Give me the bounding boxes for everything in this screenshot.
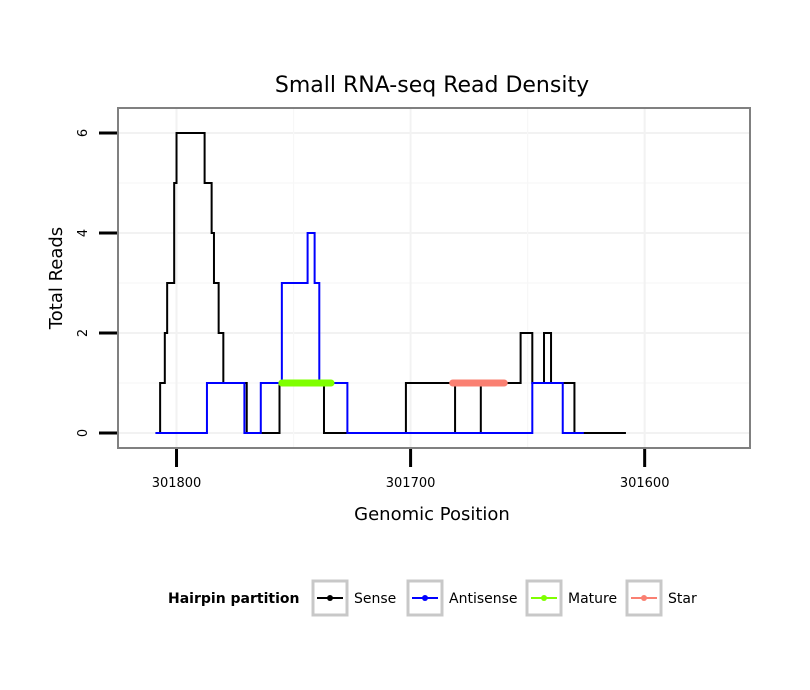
legend-label-antisense: Antisense — [449, 591, 518, 607]
legend-point-mature — [541, 595, 547, 601]
legend: Hairpin partition Sense Antisense Mature… — [168, 579, 697, 617]
legend-entry-antisense: Antisense — [406, 579, 518, 617]
series-layer — [155, 132, 626, 434]
legend-entry-sense: Sense — [311, 579, 396, 617]
x-tick-label: 301700 — [386, 476, 436, 491]
legend-entry-mature: Mature — [525, 579, 617, 617]
legend-label-sense: Sense — [354, 591, 396, 607]
plot-background — [118, 108, 750, 448]
x-tick-label: 301800 — [152, 476, 202, 491]
y-tick-label: 2 — [76, 329, 91, 337]
x-tick-label: 301600 — [620, 476, 670, 491]
y-tick-label: 4 — [76, 229, 91, 237]
legend-point-antisense — [422, 595, 428, 601]
series-line-sense — [155, 132, 626, 434]
x-axis: 301800 301700 301600 — [152, 449, 670, 491]
legend-point-sense — [327, 595, 333, 601]
chart-title: Small RNA-seq Read Density — [275, 73, 589, 98]
legend-label-star: Star — [668, 591, 697, 607]
y-tick-label: 0 — [76, 429, 91, 437]
y-tick-label: 6 — [76, 129, 91, 137]
y-axis-label: Total Reads — [46, 227, 67, 330]
legend-entry-star: Star — [625, 579, 697, 617]
legend-label-mature: Mature — [568, 591, 617, 607]
legend-title: Hairpin partition — [168, 591, 299, 607]
legend-point-star — [641, 595, 647, 601]
plot-border — [117, 107, 751, 449]
plot-panel — [117, 107, 751, 449]
y-axis: 0 2 4 6 — [76, 129, 117, 437]
series-line-antisense — [155, 232, 584, 434]
x-axis-label: Genomic Position — [354, 504, 510, 525]
